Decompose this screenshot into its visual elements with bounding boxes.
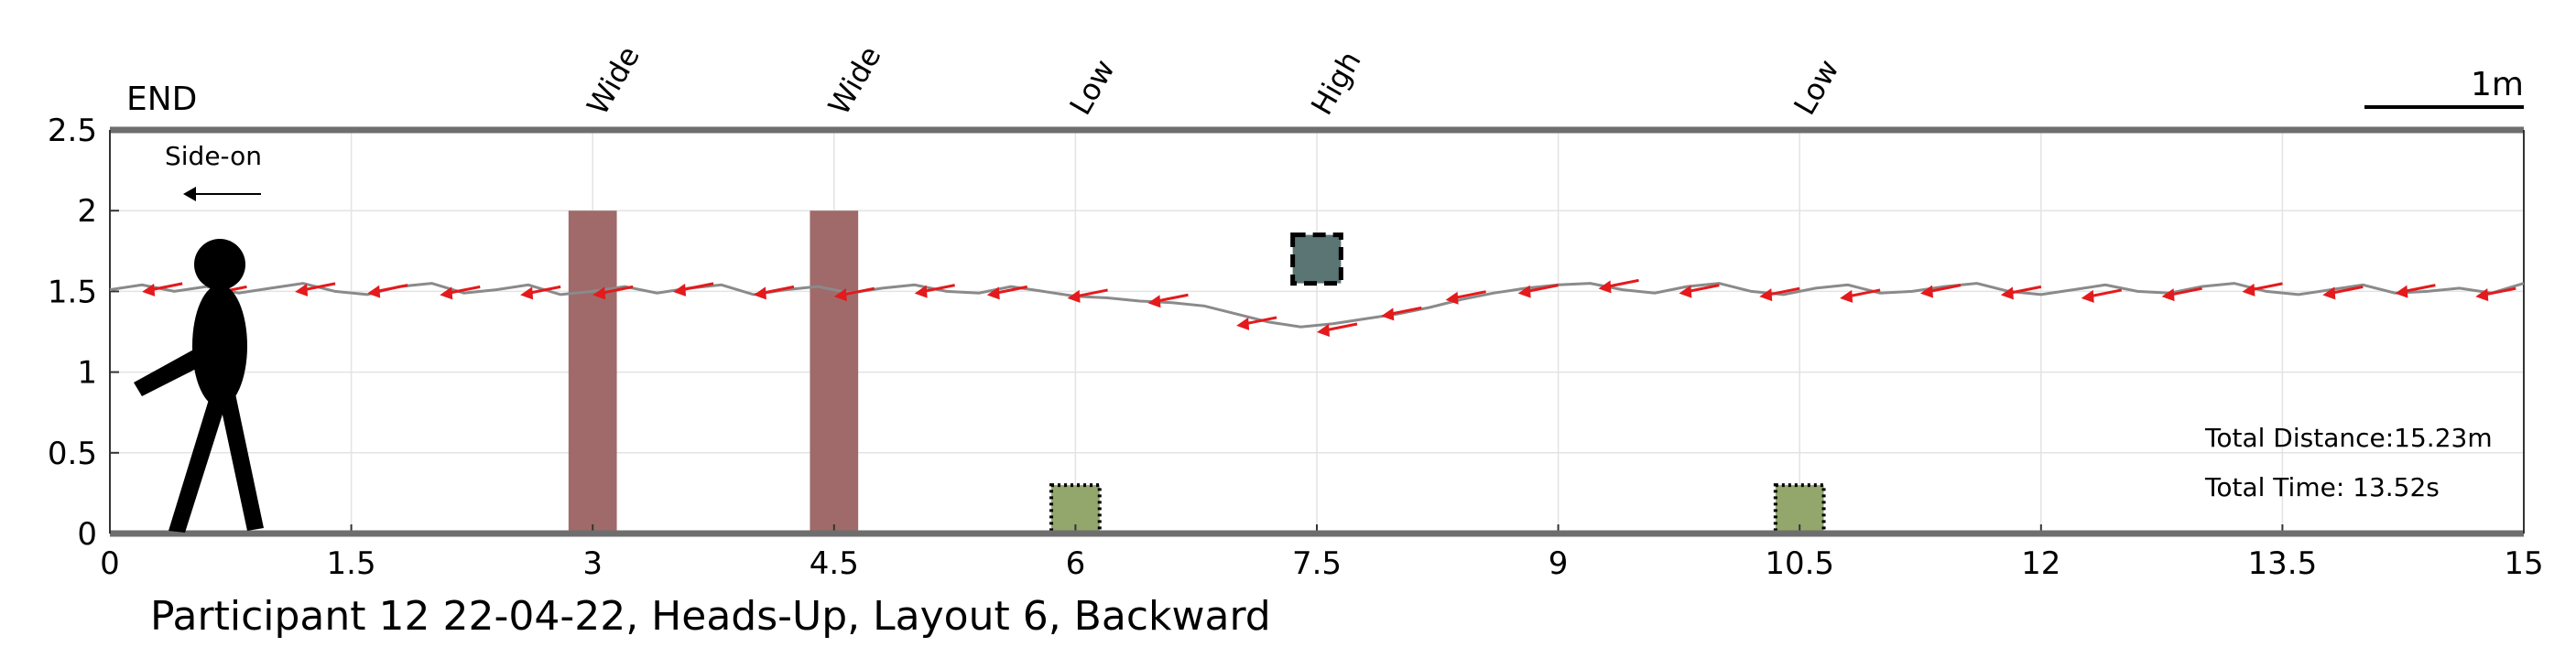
x-tick-label: 10.5 [1765, 545, 1834, 582]
person-icon [134, 239, 264, 533]
end-label: END [126, 81, 197, 118]
direction-arrow [1759, 286, 1800, 302]
direction-arrow [2000, 285, 2042, 300]
direction-arrow [2242, 282, 2283, 297]
y-tick-label: 1 [77, 355, 97, 392]
x-tick-label: 0 [100, 545, 120, 582]
obstacle-high [1290, 232, 1343, 286]
total-distance-label: Total Distance:15.23m [2204, 423, 2493, 453]
direction-arrow [1067, 288, 1108, 303]
direction-arrow [753, 285, 795, 300]
direction-arrow [520, 285, 561, 300]
direction-arrow [1381, 306, 1422, 321]
y-tick-label: 0 [77, 516, 97, 553]
direction-arrow [2322, 285, 2364, 300]
x-tick-label: 6 [1066, 545, 1086, 582]
x-tick-label: 13.5 [2248, 545, 2318, 582]
total-time-label: Total Time: 13.52s [2204, 472, 2440, 502]
direction-arrow [833, 286, 875, 302]
x-tick-label: 3 [582, 545, 603, 582]
direction-arrow [367, 284, 408, 298]
axes: 0 1.5 3 4.5 6 7.5 9 10.5 12 13.5 15 0 0.5 1 1.5 2 2.5 Wid… [48, 40, 2544, 582]
direction-arrow [986, 285, 1028, 300]
direction-arrows [142, 278, 2516, 337]
obstacles [568, 210, 1826, 536]
direction-arrow [142, 282, 183, 297]
left-arrowhead-icon [183, 187, 196, 201]
direction-arrow [440, 285, 481, 300]
direction-arrow [1445, 290, 1486, 305]
direction-arrow [2161, 286, 2202, 302]
direction-arrow [1679, 284, 1720, 298]
chart-title: Participant 12 22-04-22, Heads-Up, Layou… [150, 593, 1271, 640]
direction-arrow [914, 284, 955, 298]
x-tick-label: 4.5 [810, 545, 859, 582]
direction-arrow [1147, 293, 1189, 308]
obstacle-label: Wide [821, 40, 888, 121]
direction-arrow [1920, 284, 1962, 298]
y-tick-label: 1.5 [48, 274, 97, 310]
x-tick-label: 1.5 [327, 545, 376, 582]
x-tick-label: 9 [1549, 545, 1569, 582]
obstacle-wide [568, 210, 617, 534]
direction-arrow [1840, 288, 1881, 303]
direction-marker: Side-on [165, 141, 262, 201]
direction-arrow [592, 285, 634, 300]
x-tick-label: 12 [2021, 545, 2060, 582]
scale-bar: 1m [2364, 66, 2524, 109]
direction-arrow [1236, 316, 1277, 330]
side-on-label: Side-on [165, 141, 262, 171]
grid [109, 129, 2525, 534]
direction-arrow [1598, 278, 1639, 294]
x-tick-label: 7.5 [1292, 545, 1342, 582]
x-tick-label: 15 [2504, 545, 2543, 582]
obstacle-label: Wide [580, 40, 647, 121]
obstacle-label: Low [1787, 53, 1845, 121]
direction-arrow [1517, 284, 1559, 298]
direction-arrow [295, 282, 336, 297]
y-tick-label: 2.5 [48, 113, 97, 149]
direction-arrow [2081, 288, 2123, 303]
direction-arrow [1317, 322, 1358, 337]
scale-bar-label: 1m [2471, 66, 2524, 103]
direction-arrow [2395, 284, 2436, 298]
obstacle-label: Low [1062, 53, 1121, 121]
direction-arrow [673, 282, 714, 297]
obstacle-wide [810, 210, 859, 534]
path-line [109, 282, 2525, 329]
direction-arrow [2475, 286, 2516, 302]
y-tick-label: 0.5 [48, 436, 97, 472]
obstacle-label: High [1304, 45, 1368, 121]
y-tick-label: 2 [77, 193, 97, 230]
walking-path [109, 282, 2525, 329]
